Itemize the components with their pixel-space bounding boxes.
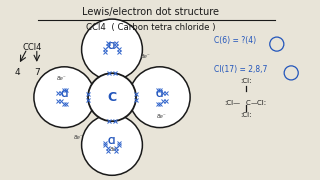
Text: CCl4  ( Carbon tetra chloride ): CCl4 ( Carbon tetra chloride ): [86, 23, 215, 32]
Ellipse shape: [82, 19, 142, 80]
Ellipse shape: [82, 114, 142, 175]
Text: 4: 4: [15, 68, 20, 77]
Ellipse shape: [88, 73, 136, 121]
Text: Lewis/electron dot structure: Lewis/electron dot structure: [82, 7, 219, 17]
Text: 8e⁻: 8e⁻: [74, 135, 84, 140]
Text: Cl: Cl: [108, 137, 116, 146]
Text: 8e⁻: 8e⁻: [57, 76, 67, 81]
Text: Cl: Cl: [108, 42, 116, 51]
Text: Cl: Cl: [60, 90, 68, 99]
Text: :Cl:: :Cl:: [241, 112, 252, 118]
Ellipse shape: [129, 67, 190, 128]
Text: :Cl—: :Cl—: [224, 100, 240, 106]
Text: C(6) = ?(4): C(6) = ?(4): [214, 36, 257, 45]
Text: CCl4: CCl4: [22, 43, 42, 52]
Text: 8e⁻: 8e⁻: [140, 54, 150, 59]
Ellipse shape: [34, 67, 95, 128]
Text: 8e⁻: 8e⁻: [109, 147, 119, 152]
Text: Cl: Cl: [156, 90, 164, 99]
Text: :Cl:: :Cl:: [241, 78, 252, 84]
Text: Cl(17) = 2,8,7: Cl(17) = 2,8,7: [214, 65, 268, 74]
Text: C: C: [246, 100, 250, 106]
Text: C: C: [108, 91, 116, 104]
Text: 8e⁻: 8e⁻: [157, 114, 167, 119]
Text: —Cl:: —Cl:: [250, 100, 266, 106]
Text: 7: 7: [34, 68, 40, 77]
